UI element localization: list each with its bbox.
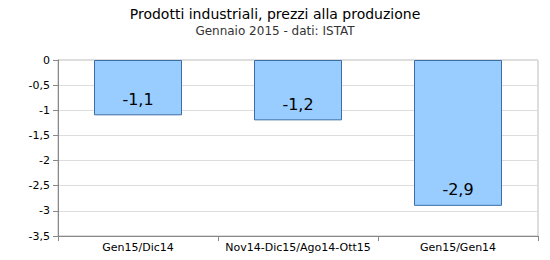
svg-text:-2,5: -2,5 <box>29 179 50 192</box>
svg-text:-3: -3 <box>39 204 50 217</box>
svg-text:-2,9: -2,9 <box>442 180 473 199</box>
svg-text:-3,5: -3,5 <box>29 230 50 243</box>
svg-text:Gennaio 2015 - dati: ISTAT: Gennaio 2015 - dati: ISTAT <box>195 24 355 38</box>
svg-text:Prodotti industriali, prezzi a: Prodotti industriali, prezzi alla produz… <box>130 6 421 22</box>
svg-text:-2: -2 <box>39 154 50 167</box>
svg-text:-1,5: -1,5 <box>29 129 50 142</box>
svg-text:Nov14-Dic15/Ago14-Ott15: Nov14-Dic15/Ago14-Ott15 <box>225 241 371 254</box>
svg-text:-1,2: -1,2 <box>282 95 313 114</box>
svg-text:-1,1: -1,1 <box>122 90 153 109</box>
svg-text:Gen15/Gen14: Gen15/Gen14 <box>420 241 496 254</box>
svg-text:Gen15/Dic14: Gen15/Dic14 <box>102 241 174 254</box>
svg-text:-0,5: -0,5 <box>29 79 50 92</box>
svg-text:-1: -1 <box>39 104 50 117</box>
svg-text:0: 0 <box>43 54 50 67</box>
